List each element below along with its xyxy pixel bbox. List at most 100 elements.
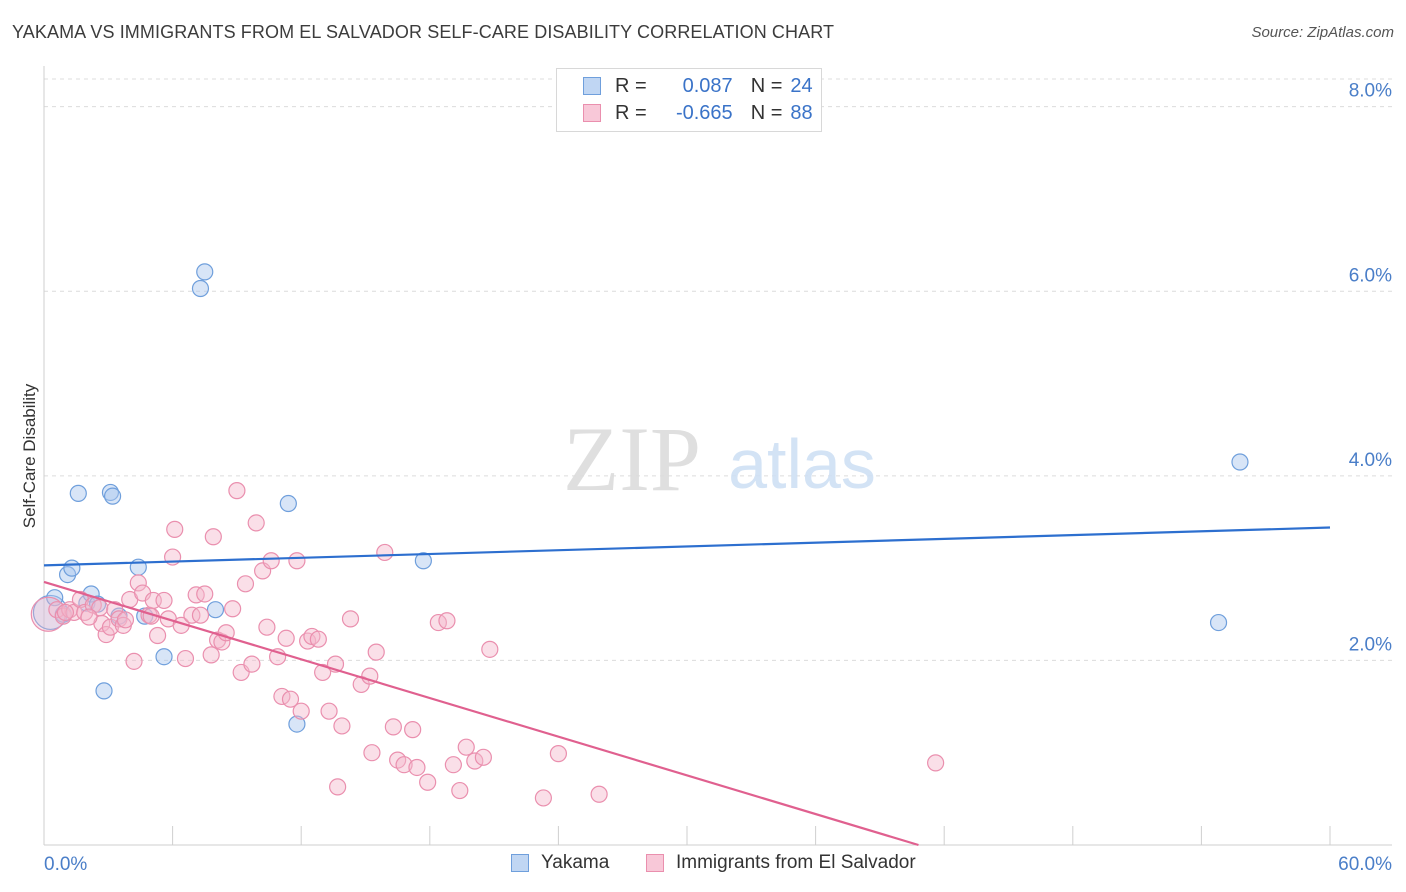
el-salvador-point	[292, 702, 310, 720]
axis-labels: 2.0% 4.0% 6.0% 8.0% 0.0% 60.0% Self-Care Disab…	[20, 81, 1392, 875]
el-salvador-point	[30, 596, 66, 632]
yakama-point	[69, 484, 87, 502]
el-salvador-point	[404, 721, 422, 739]
el-salvador-point	[549, 745, 568, 763]
el-salvador-point	[258, 618, 276, 636]
source-label: Source: ZipAtlas.com	[1251, 24, 1394, 41]
el-salvador-point	[309, 630, 327, 648]
legend-n-value: 24	[790, 74, 813, 97]
el-salvador-point	[367, 643, 385, 661]
legend-swatch-pink	[583, 104, 601, 122]
el-salvador-point	[129, 574, 147, 592]
yakama-point	[63, 559, 81, 577]
legend-r-value: 0.087	[682, 74, 733, 97]
gridlines	[44, 78, 1392, 661]
legend-n-label: N =	[750, 101, 783, 124]
yakama-point	[279, 494, 297, 513]
el-salvador-point	[408, 758, 426, 777]
el-salvador-point	[243, 655, 261, 673]
el-salvador-point	[148, 626, 167, 645]
el-salvador-point	[202, 646, 220, 664]
watermark-zip: ZIP	[563, 408, 701, 510]
el-salvador-point	[80, 608, 98, 626]
legend-n-label: N =	[750, 74, 783, 97]
el-salvador-point	[927, 754, 945, 772]
trend-lines	[43, 526, 1331, 847]
y-tick-label: 2.0%	[1349, 634, 1392, 655]
el-salvador-point	[451, 781, 469, 800]
watermark-atlas: atlas	[728, 425, 876, 503]
legend-row-el-salvador: R = -0.665 N = 88	[583, 101, 813, 125]
el-salvador-point	[341, 610, 360, 628]
legend-swatch-blue	[583, 77, 601, 95]
legend-swatch-el-salvador	[646, 854, 664, 872]
el-salvador-point	[474, 748, 492, 766]
el-salvador-points	[30, 482, 945, 807]
correlation-legend: R = 0.087 N = 24 R = -0.665 N = 88	[556, 68, 822, 132]
legend-r-label: R =	[615, 101, 647, 124]
yakama-point	[414, 552, 432, 570]
el-salvador-point	[329, 778, 347, 796]
y-tick-label: 4.0%	[1349, 450, 1392, 471]
el-salvador-point	[187, 586, 205, 604]
legend-item-yakama[interactable]: Yakama	[511, 852, 609, 874]
el-salvador-point	[395, 756, 413, 774]
legend-swatch-yakama	[511, 854, 529, 872]
el-salvador-point	[314, 663, 332, 682]
y-tick-label: 8.0%	[1349, 81, 1392, 102]
el-salvador-point	[481, 640, 499, 658]
el-salvador-point	[228, 482, 246, 500]
axes	[43, 66, 1392, 846]
yakama-trend-line	[43, 526, 1331, 567]
el-salvador-point	[457, 738, 475, 756]
el-salvador-point	[419, 773, 437, 791]
el-salvador-point	[213, 633, 231, 651]
yakama-point	[1209, 613, 1228, 632]
el-salvador-trend-line	[43, 580, 919, 847]
legend-row-yakama: R = 0.087 N = 24	[583, 74, 813, 98]
el-salvador-point	[384, 718, 402, 736]
el-salvador-point	[438, 612, 456, 630]
el-salvador-point	[155, 591, 173, 610]
el-salvador-point	[224, 600, 242, 618]
legend-item-el-salvador[interactable]: Immigrants from El Salvador	[646, 852, 916, 874]
watermark: ZIP atlas	[563, 408, 876, 510]
el-salvador-point	[320, 702, 338, 720]
el-salvador-point	[444, 756, 462, 774]
legend-n-value: 88	[790, 101, 813, 124]
el-salvador-point	[71, 590, 90, 609]
x-tick-label: 60.0%	[1338, 854, 1392, 875]
yakama-point	[288, 715, 306, 733]
x-tick-label: 0.0%	[44, 854, 87, 875]
el-salvador-point	[196, 585, 214, 603]
yakama-point	[95, 682, 113, 700]
el-salvador-point	[376, 543, 394, 562]
chart-title: YAKAMA VS IMMIGRANTS FROM EL SALVADOR SE…	[12, 22, 835, 42]
series-legend: Yakama Immigrants from El Salvador	[0, 852, 1406, 878]
y-axis-label: Self-Care Disability	[20, 383, 39, 528]
legend-r-label: R =	[615, 74, 647, 97]
el-salvador-point	[262, 552, 280, 570]
el-salvador-point	[217, 624, 235, 642]
yakama-point	[196, 263, 214, 281]
legend-label-el-salvador: Immigrants from El Salvador	[676, 852, 916, 873]
el-salvador-point	[204, 528, 222, 546]
yakama-point	[103, 487, 122, 505]
el-salvador-point	[125, 652, 143, 670]
el-salvador-point	[176, 649, 195, 668]
el-salvador-point	[191, 606, 210, 624]
yakama-point	[191, 279, 210, 298]
legend-label-yakama: Yakama	[541, 852, 610, 873]
el-salvador-point	[466, 752, 484, 770]
el-salvador-point	[333, 717, 351, 735]
yakama-point	[155, 648, 173, 666]
el-salvador-point	[534, 789, 552, 807]
el-salvador-point	[247, 514, 265, 532]
yakama-point	[206, 601, 225, 619]
el-salvador-point	[288, 552, 306, 570]
el-salvador-point	[106, 601, 124, 619]
yakama-point	[1231, 453, 1249, 471]
el-salvador-point	[166, 520, 184, 538]
el-salvador-point	[281, 690, 300, 708]
